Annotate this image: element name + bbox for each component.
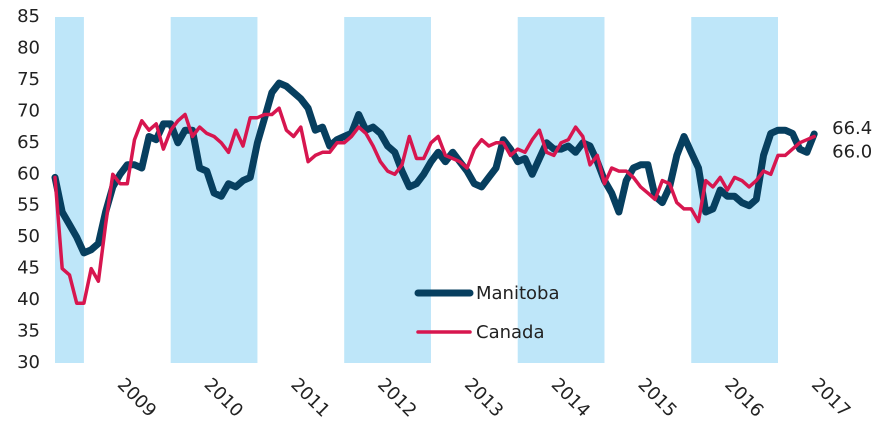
legend-label: Canada bbox=[476, 322, 545, 343]
x-tick-label: 2009 bbox=[113, 374, 160, 421]
y-tick-label: 50 bbox=[17, 226, 40, 247]
line-0 bbox=[51, 79, 818, 257]
x-tick-label: 2016 bbox=[720, 374, 767, 421]
x-tick-label: 2010 bbox=[200, 374, 247, 421]
y-tick-label: 70 bbox=[17, 100, 40, 121]
x-tick-label: 2014 bbox=[547, 374, 594, 421]
legend-label: Manitoba bbox=[476, 283, 560, 304]
x-tick-label: 2012 bbox=[373, 374, 420, 421]
value-label: 66.4 bbox=[832, 118, 872, 139]
y-tick-label: 75 bbox=[17, 69, 40, 90]
value-label: 66.0 bbox=[832, 142, 872, 163]
shaded-band bbox=[517, 17, 605, 363]
y-tick-label: 45 bbox=[17, 258, 40, 279]
y-tick-label: 55 bbox=[17, 195, 40, 216]
x-tick-label: 2017 bbox=[807, 374, 854, 421]
shaded-band bbox=[344, 17, 431, 363]
y-tick-label: 40 bbox=[17, 289, 40, 310]
line-1 bbox=[53, 106, 816, 305]
x-tick-label: 2013 bbox=[460, 374, 507, 421]
y-tick-label: 80 bbox=[17, 37, 40, 58]
x-tick-label: 2015 bbox=[634, 374, 681, 421]
x-tick-label: 2011 bbox=[287, 374, 334, 421]
y-tick-label: 35 bbox=[17, 321, 40, 342]
y-tick-label: 85 bbox=[17, 6, 40, 27]
y-tick-label: 65 bbox=[17, 132, 40, 153]
y-tick-label: 60 bbox=[17, 163, 40, 184]
y-tick-label: 30 bbox=[17, 352, 40, 373]
